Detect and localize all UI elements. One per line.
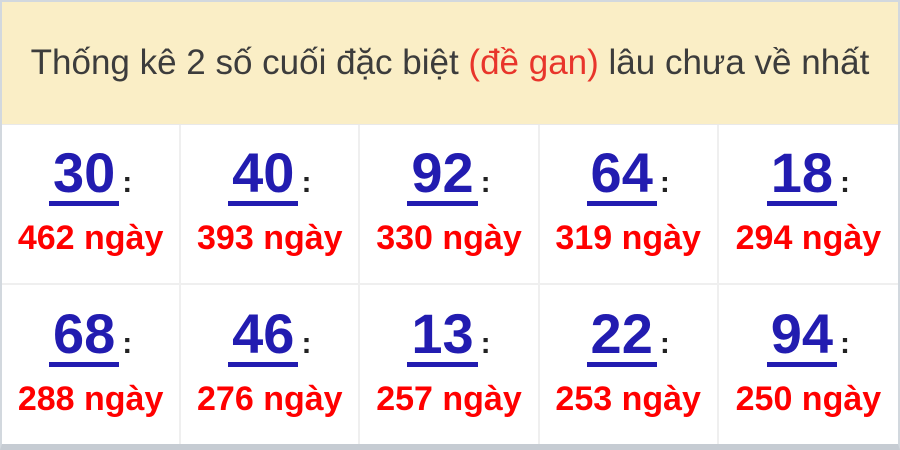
days-count: 257 ngày bbox=[376, 379, 522, 418]
days-count: 250 ngày bbox=[735, 379, 882, 418]
colon-separator: : bbox=[840, 326, 851, 360]
title-text: Thống kê 2 số cuối đặc biệt (đề gan) lâu… bbox=[31, 41, 870, 86]
number-line: 30 : bbox=[48, 145, 133, 207]
days-count: 319 ngày bbox=[555, 219, 701, 258]
widget-title: Thống kê 2 số cuối đặc biệt (đề gan) lâu… bbox=[2, 2, 898, 125]
days-count: 393 ngày bbox=[197, 219, 343, 258]
stat-cell: 13 : 257 ngày bbox=[360, 284, 540, 444]
number-line: 46 : bbox=[228, 305, 312, 367]
title-prefix: Thống kê 2 số cuối đặc biệt bbox=[30, 42, 469, 82]
number-link[interactable]: 30 bbox=[48, 145, 120, 207]
stat-cell: 22 : 253 ngày bbox=[539, 284, 719, 444]
colon-separator: : bbox=[480, 326, 491, 360]
number-link[interactable]: 68 bbox=[48, 305, 120, 367]
stats-grid: 30 : 462 ngày 40 : 393 ngày 92 : 330 ngà… bbox=[2, 125, 898, 444]
number-line: 13 : bbox=[407, 305, 491, 367]
number-link[interactable]: 46 bbox=[228, 305, 299, 367]
number-link[interactable]: 64 bbox=[586, 145, 657, 207]
number-line: 40 : bbox=[228, 145, 312, 207]
stat-cell: 68 : 288 ngày bbox=[2, 284, 182, 444]
number-link[interactable]: 40 bbox=[228, 145, 299, 207]
colon-separator: : bbox=[480, 166, 491, 200]
days-count: 462 ngày bbox=[17, 219, 164, 258]
colon-separator: : bbox=[122, 326, 133, 360]
number-link[interactable]: 22 bbox=[586, 305, 657, 367]
stat-cell: 46 : 276 ngày bbox=[181, 284, 361, 444]
colon-separator: : bbox=[301, 326, 312, 360]
number-link[interactable]: 18 bbox=[766, 145, 838, 207]
days-count: 330 ngày bbox=[376, 219, 522, 258]
number-line: 68 : bbox=[48, 305, 133, 367]
stat-cell: 30 : 462 ngày bbox=[2, 125, 182, 285]
colon-separator: : bbox=[659, 326, 670, 360]
stat-cell: 18 : 294 ngày bbox=[718, 125, 898, 285]
number-line: 18 : bbox=[766, 145, 851, 207]
colon-separator: : bbox=[840, 166, 851, 200]
days-count: 288 ngày bbox=[17, 379, 164, 418]
number-line: 94 : bbox=[766, 305, 851, 367]
number-link[interactable]: 92 bbox=[407, 145, 478, 207]
number-line: 92 : bbox=[407, 145, 491, 207]
colon-separator: : bbox=[122, 166, 133, 200]
stat-cell: 94 : 250 ngày bbox=[718, 284, 898, 444]
days-count: 294 ngày bbox=[735, 219, 882, 258]
stat-cell: 40 : 393 ngày bbox=[181, 125, 361, 285]
stat-cell: 92 : 330 ngày bbox=[360, 125, 540, 285]
stat-cell: 64 : 319 ngày bbox=[539, 125, 719, 285]
title-highlight: (đề gan) bbox=[468, 42, 599, 82]
number-link[interactable]: 13 bbox=[407, 305, 478, 367]
days-count: 276 ngày bbox=[197, 379, 343, 418]
number-link[interactable]: 94 bbox=[766, 305, 838, 367]
days-count: 253 ngày bbox=[555, 379, 701, 418]
colon-separator: : bbox=[301, 166, 312, 200]
number-line: 64 : bbox=[586, 145, 670, 207]
number-line: 22 : bbox=[586, 305, 670, 367]
title-suffix: lâu chưa về nhất bbox=[598, 42, 870, 82]
colon-separator: : bbox=[659, 166, 670, 200]
